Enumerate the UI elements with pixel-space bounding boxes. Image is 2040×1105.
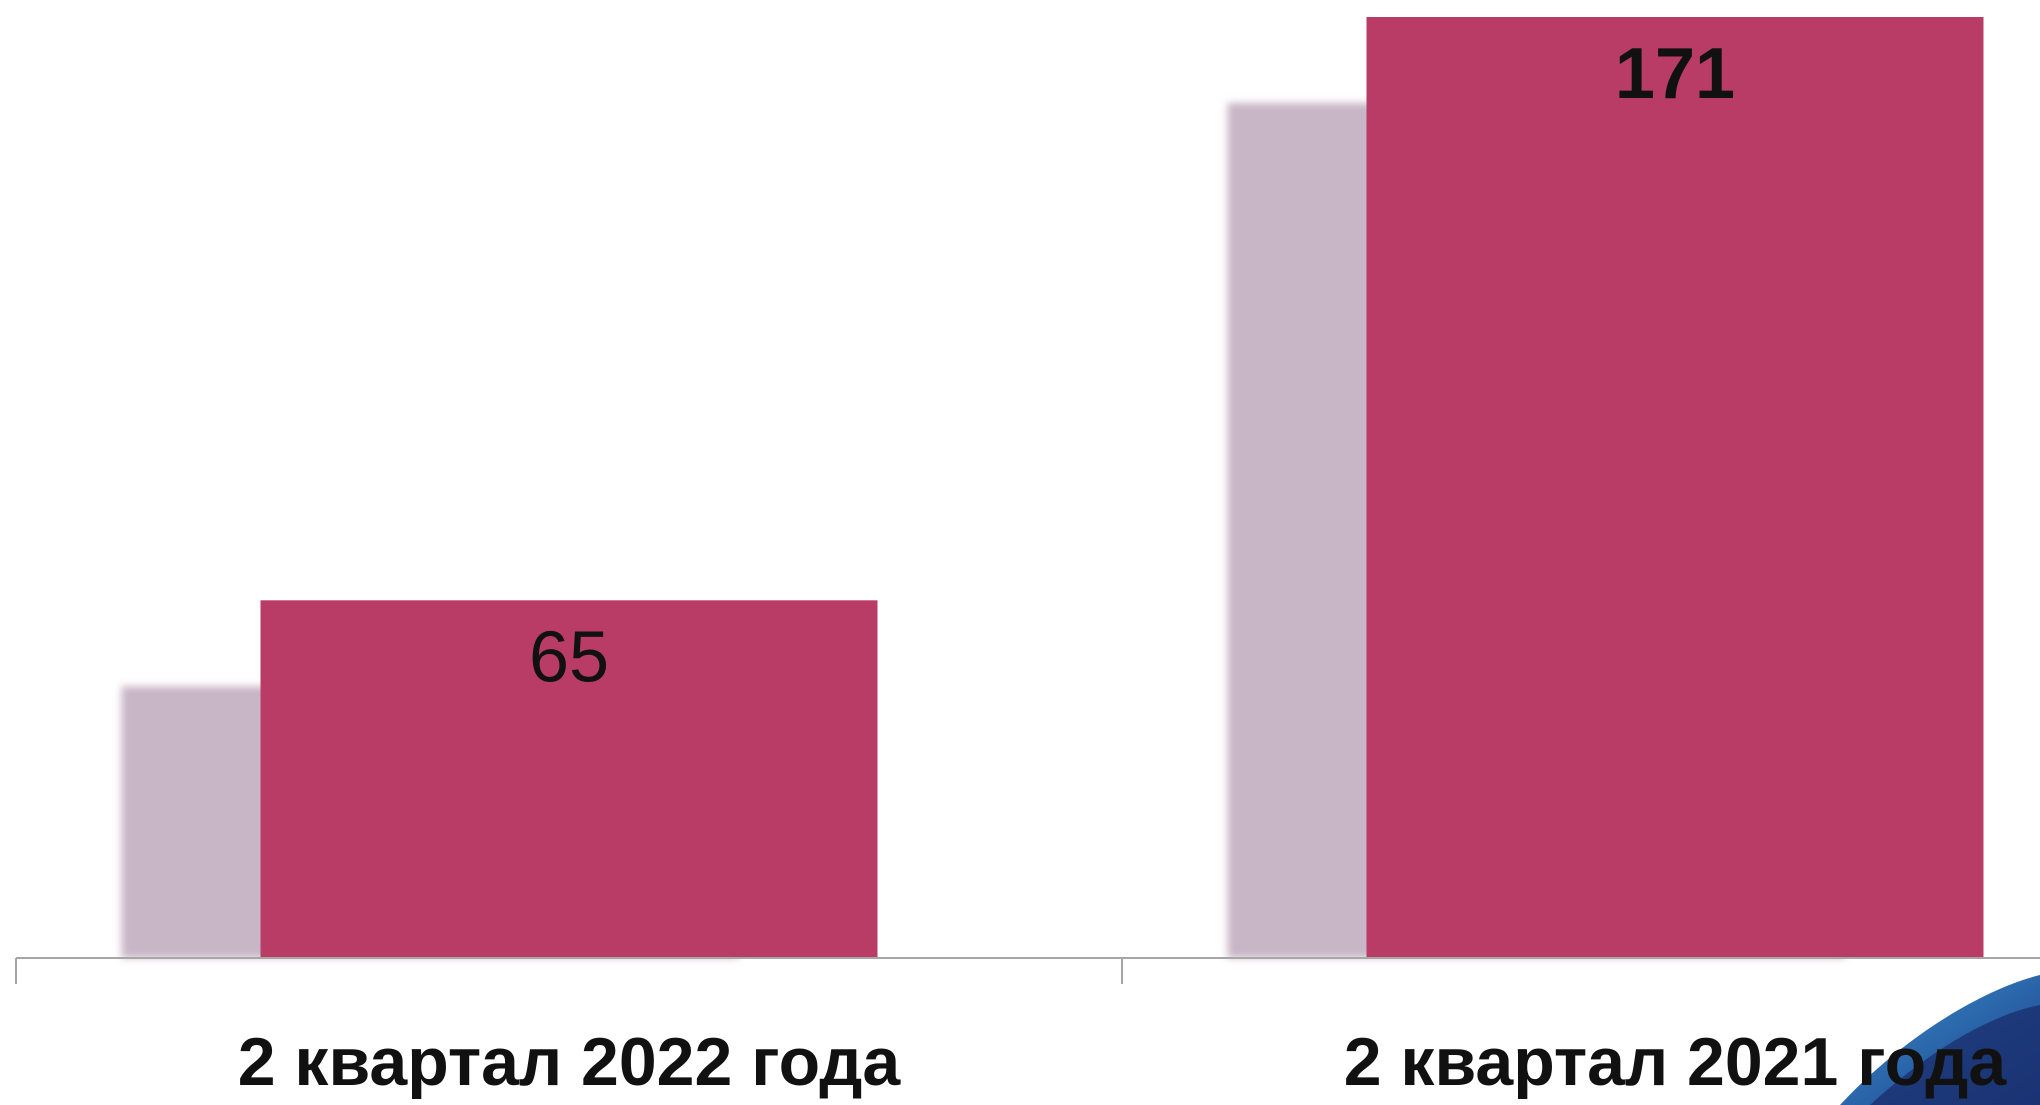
x-tick-label: 2 квартал 2021 года <box>1344 1024 2008 1100</box>
data-label: 65 <box>529 617 609 697</box>
decoration <box>1870 1005 2040 1105</box>
x-tick-label: 2 квартал 2022 года <box>238 1024 902 1100</box>
bar <box>1366 17 1984 958</box>
data-label: 171 <box>1615 34 1735 114</box>
bar <box>260 600 878 958</box>
